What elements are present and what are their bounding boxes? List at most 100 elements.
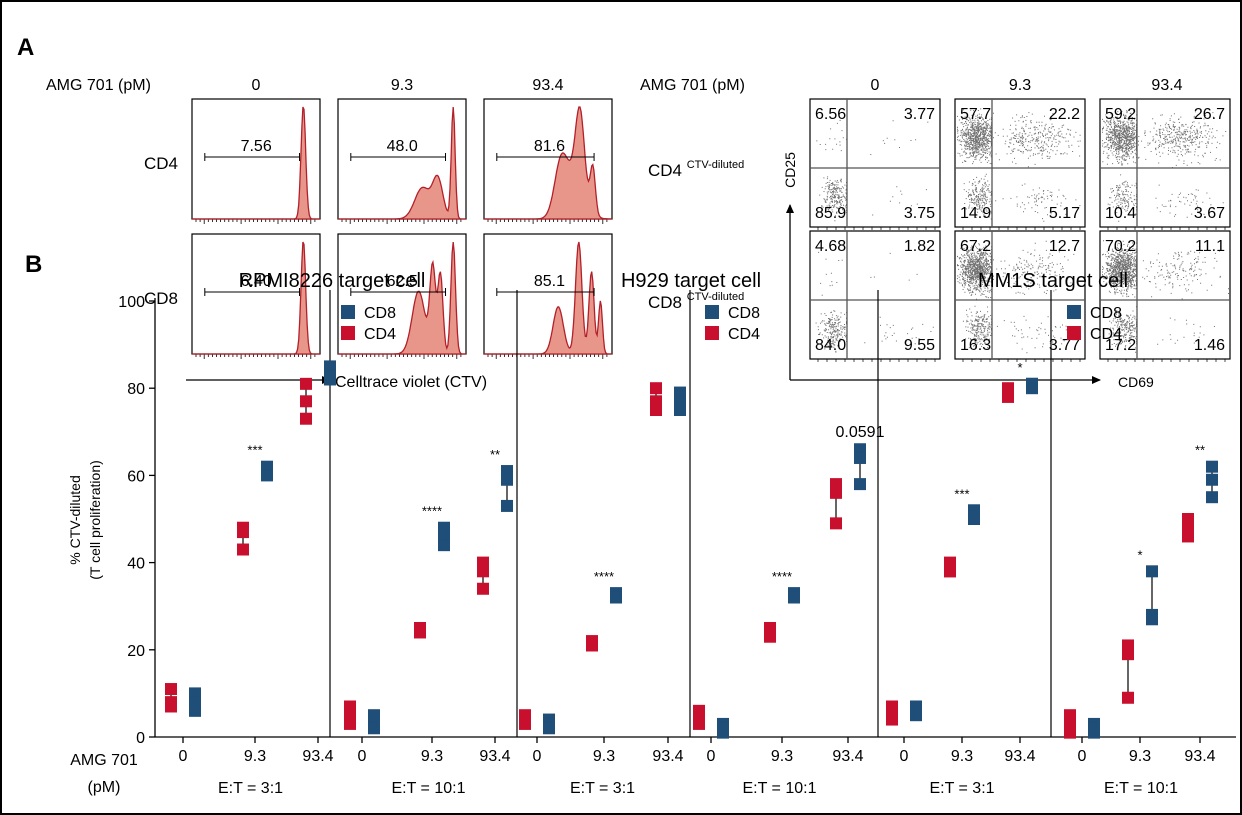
subplot-0: 0 9.3 93.4 E:T = 3:1 ***	[165, 360, 336, 797]
point-cd8	[501, 499, 513, 512]
point-cd8	[968, 513, 980, 525]
flow-events	[1102, 240, 1229, 353]
point-cd8	[261, 469, 273, 482]
point-cd8	[1026, 382, 1038, 395]
point-cd4	[1064, 726, 1076, 739]
cd69-axis-label: CD69	[1118, 374, 1154, 390]
quadrant-ll: 85.9	[815, 205, 846, 222]
point-cd4	[477, 582, 489, 595]
legend-label-cd8: CD8	[364, 305, 396, 322]
flow-plot-cd4-0: 6.56 3.77 85.9 3.75	[809, 98, 941, 230]
point-cd8	[1146, 613, 1158, 626]
quadrant-ur: 26.7	[1194, 106, 1225, 123]
point-cd8	[788, 591, 800, 604]
point-cd8	[1146, 565, 1158, 578]
quadrant-ll: 14.9	[960, 205, 991, 222]
point-cd4	[586, 639, 598, 652]
quadrant-lr: 3.67	[1194, 205, 1225, 222]
quadrant-ll: 17.2	[1105, 337, 1136, 354]
point-cd4	[344, 717, 356, 730]
x-tick-label: 93.4	[1004, 748, 1035, 765]
x-tick-label: 9.3	[593, 748, 615, 765]
y-axis-label-2: (T cell proliferation)	[87, 460, 103, 580]
x-tick-label: 0	[358, 748, 367, 765]
significance-label: ***	[954, 486, 969, 501]
x-tick-label: 0	[179, 748, 188, 765]
y-tick-label: 80	[127, 381, 145, 398]
flow-events	[957, 240, 1079, 354]
flow-frame	[809, 98, 941, 228]
y-tick-label: 60	[127, 468, 145, 485]
point-cd4	[1002, 390, 1014, 403]
y-tick-label: 100	[118, 294, 145, 311]
point-cd8	[1206, 491, 1218, 504]
legend-label-cd4: CD4	[728, 326, 760, 343]
subplot-3: 0 9.3 93.4 E:T = 10:1 **** 0.0591 CD8 CD4	[693, 305, 885, 797]
point-cd8	[368, 722, 380, 735]
scatter-dose-label: AMG 701 (pM)	[640, 77, 745, 94]
point-cd8	[854, 451, 866, 464]
histogram-cd8-0: 6.40	[191, 233, 321, 359]
flow-events	[815, 251, 934, 353]
quadrant-ul: 4.68	[815, 238, 846, 255]
ctv-axis-label: Celltrace violet (CTV)	[335, 374, 487, 391]
histogram-cd4-2: 81.6	[483, 98, 613, 224]
point-cd4	[165, 700, 177, 713]
quadrant-ul: 57.7	[960, 106, 991, 123]
point-cd4	[650, 382, 662, 395]
x-tick-label: 93.4	[652, 748, 683, 765]
point-cd8	[717, 726, 729, 739]
scatter-dose-0: 0	[871, 77, 880, 94]
flow-plot-cd4-2: 59.2 26.7 10.4 3.67	[1099, 98, 1231, 230]
point-cd8	[1206, 460, 1218, 473]
panel-a-label: A	[17, 34, 34, 61]
legend-label-cd4: CD4	[364, 326, 396, 343]
scatter-dose-1: 9.3	[1009, 77, 1031, 94]
hist-gate-percent: 81.6	[534, 138, 565, 155]
hist-curve	[338, 106, 466, 220]
point-cd8	[1088, 726, 1100, 739]
quadrant-lr: 1.46	[1194, 337, 1225, 354]
hist-curve	[484, 241, 612, 355]
et-ratio-label: E:T = 10:1	[392, 780, 466, 797]
quadrant-ur: 1.82	[904, 238, 935, 255]
et-ratio-label: E:T = 3:1	[570, 780, 635, 797]
quadrant-ur: 3.77	[904, 106, 935, 123]
legend-swatch-cd8	[341, 305, 355, 319]
legend-swatch-cd8	[1067, 305, 1081, 319]
legend-label-cd4: CD4	[1090, 326, 1122, 343]
scatter-dose-2: 93.4	[1151, 77, 1182, 94]
point-cd4	[764, 630, 776, 643]
flow-plot-cd8-0: 4.68 1.82 84.0 9.55	[809, 230, 941, 362]
quadrant-lr: 9.55	[904, 337, 935, 354]
point-cd8	[910, 709, 922, 722]
histogram-cd8-2: 85.1	[483, 233, 613, 359]
significance-label: ***	[247, 443, 262, 458]
et-ratio-label: E:T = 10:1	[743, 780, 817, 797]
quadrant-ul: 59.2	[1105, 106, 1136, 123]
group-title-2: MM1S target cell	[978, 270, 1128, 292]
quadrant-ul: 70.2	[1105, 238, 1136, 255]
hist-curve	[192, 106, 320, 220]
quadrant-ur: 22.2	[1049, 106, 1080, 123]
point-cd4	[300, 377, 312, 390]
hist-gate-percent: 6.40	[241, 273, 272, 290]
point-cd4	[650, 404, 662, 416]
group-title-1: H929 target cell	[621, 270, 761, 292]
point-cd4	[830, 517, 842, 530]
proliferation-chart: 0 20 40 60 80 100 % CTV-diluted (T cell prolife…	[67, 270, 1236, 797]
point-cd8	[324, 373, 336, 386]
hist-gate-percent: 62.5	[387, 273, 418, 290]
point-cd4	[477, 565, 489, 578]
x-tick-label: 9.3	[771, 748, 793, 765]
point-cd8	[438, 539, 450, 552]
quadrant-ul: 67.2	[960, 238, 991, 255]
legend-swatch-cd8	[705, 305, 719, 319]
hist-dose-1: 9.3	[391, 77, 413, 94]
histogram-cd4-1: 48.0	[337, 98, 467, 224]
point-cd4	[830, 486, 842, 499]
hist-curve	[484, 106, 612, 220]
significance-label: ****	[772, 569, 792, 584]
